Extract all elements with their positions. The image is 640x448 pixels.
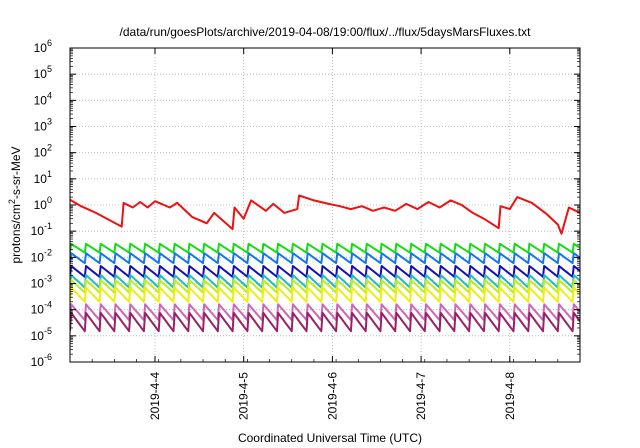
- series-line-8: [70, 311, 580, 333]
- series-layer: [70, 194, 580, 333]
- y-tick-label: 10-4: [31, 300, 52, 317]
- y-tick-label: 101: [34, 169, 52, 186]
- x-axis-ticks: 2019-4-4 2019-4-5 2019-4-6 2019-4-7 2019-4-8: [69, 48, 581, 420]
- y-tick-label: 10-6: [31, 352, 52, 369]
- chart-title: /data/run/goesPlots/archive/2019-04-08/1…: [120, 25, 532, 39]
- series-line-0: [70, 194, 580, 235]
- y-tick-label: 100: [34, 195, 52, 212]
- y-tick-label: 104: [34, 90, 52, 107]
- series-line-6: [70, 286, 580, 303]
- x-tick-label: 2019-4-6: [325, 372, 339, 420]
- y-axis-label: protons/cm2-s-sr-MeV: [7, 146, 23, 263]
- y-tick-label: 10-2: [31, 247, 52, 264]
- grid: [70, 48, 580, 362]
- y-tick-label: 10-5: [31, 326, 52, 343]
- series-line-1: [70, 242, 580, 254]
- x-tick-label: 2019-4-5: [237, 372, 251, 420]
- y-tick-label: 102: [34, 143, 52, 160]
- x-tick-label: 2019-4-7: [414, 372, 428, 420]
- y-tick-label: 106: [34, 38, 52, 55]
- x-tick-label: 2019-4-8: [503, 372, 517, 420]
- x-axis-label: Coordinated Universal Time (UTC): [238, 431, 422, 445]
- y-tick-label: 10-1: [31, 221, 52, 238]
- y-tick-label: 103: [34, 117, 52, 134]
- series-line-3: [70, 265, 580, 278]
- y-tick-label: 10-3: [31, 274, 52, 291]
- y-tick-label: 105: [34, 64, 52, 81]
- x-tick-label: 2019-4-4: [148, 372, 162, 420]
- series-line-2: [70, 252, 580, 265]
